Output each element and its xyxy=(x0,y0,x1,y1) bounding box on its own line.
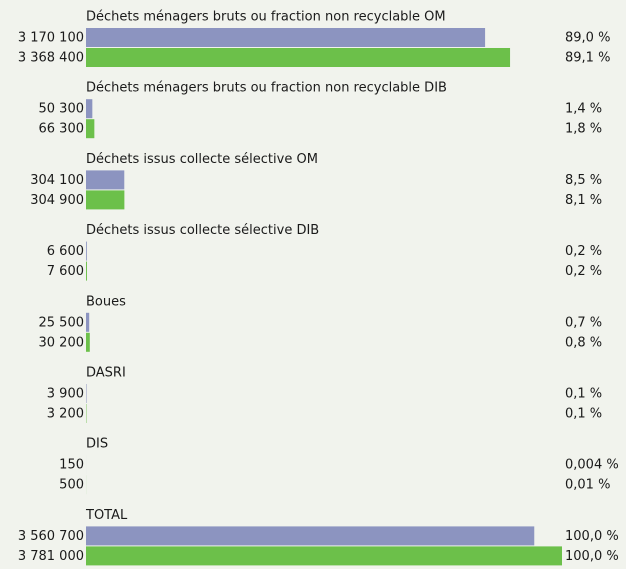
category-label: DIS xyxy=(86,437,108,452)
share-label: 0,1 % xyxy=(565,407,602,422)
bar xyxy=(86,546,562,566)
bar xyxy=(86,261,87,281)
share-label: 0,8 % xyxy=(565,335,602,350)
category-label: Déchets issus collecte sélective DIB xyxy=(86,223,319,238)
bar xyxy=(86,332,90,352)
share-label: 0,2 % xyxy=(565,244,602,259)
category-label: DASRI xyxy=(86,366,126,381)
category-label: Déchets issus collecte sélective OM xyxy=(86,152,318,167)
value-label: 30 200 xyxy=(39,335,85,350)
bar xyxy=(86,190,125,210)
value-label: 25 500 xyxy=(39,315,85,330)
value-label: 304 900 xyxy=(30,193,84,208)
value-label: 500 xyxy=(59,478,84,493)
value-label: 3 781 000 xyxy=(18,549,84,564)
share-label: 1,8 % xyxy=(565,122,602,137)
bar xyxy=(86,99,93,119)
share-label: 0,1 % xyxy=(565,387,602,402)
value-label: 66 300 xyxy=(39,122,85,137)
bar xyxy=(86,170,125,190)
value-label: 304 100 xyxy=(30,173,84,188)
share-label: 1,4 % xyxy=(565,102,602,117)
share-label: 100,0 % xyxy=(565,529,619,544)
bar xyxy=(86,241,87,261)
value-label: 7 600 xyxy=(47,264,84,279)
value-label: 150 xyxy=(59,458,84,473)
category-label: Déchets ménagers bruts ou fraction non r… xyxy=(86,81,447,96)
bar xyxy=(86,48,511,67)
share-label: 89,0 % xyxy=(565,31,610,46)
share-label: 0,7 % xyxy=(565,315,602,330)
category-label: Boues xyxy=(86,294,126,309)
share-label: 8,1 % xyxy=(565,193,602,208)
value-label: 3 368 400 xyxy=(18,51,84,66)
bar xyxy=(86,526,535,546)
share-label: 0,01 % xyxy=(565,478,610,493)
bar xyxy=(86,119,95,139)
share-label: 0,2 % xyxy=(565,264,602,279)
category-label: Déchets ménagers bruts ou fraction non r… xyxy=(86,10,446,25)
share-label: 8,5 % xyxy=(565,173,602,188)
bar xyxy=(86,28,486,47)
share-label: 89,1 % xyxy=(565,51,610,66)
value-label: 3 200 xyxy=(47,407,84,422)
value-label: 6 600 xyxy=(47,244,84,259)
value-label: 50 300 xyxy=(39,102,85,117)
value-label: 3 900 xyxy=(47,387,84,402)
value-label: 3 560 700 xyxy=(18,529,84,544)
value-label: 3 170 100 xyxy=(18,31,84,46)
category-label: TOTAL xyxy=(85,508,128,523)
bar xyxy=(86,312,90,332)
share-label: 100,0 % xyxy=(565,549,619,564)
share-label: 0,004 % xyxy=(565,458,619,473)
